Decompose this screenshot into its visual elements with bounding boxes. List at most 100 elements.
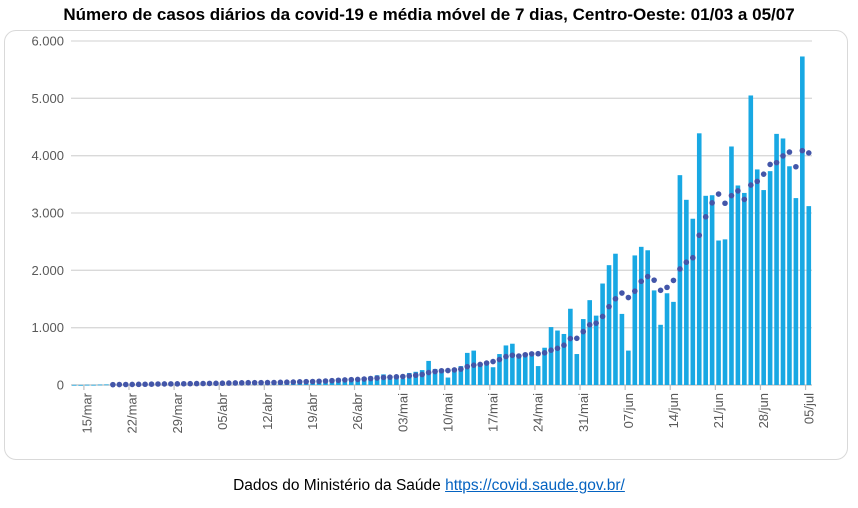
- daily-cases-bar: [458, 366, 464, 385]
- moving-average-dot: [702, 214, 709, 220]
- moving-average-dot: [580, 328, 587, 335]
- daily-cases-bar: [754, 169, 760, 385]
- page-title: Número de casos diários da covid-19 e mé…: [63, 5, 795, 24]
- moving-average-dot: [264, 379, 271, 386]
- daily-cases-bar: [580, 319, 586, 385]
- daily-cases-bar: [91, 384, 96, 386]
- daily-cases-bar: [522, 355, 528, 385]
- daily-cases-bar: [542, 347, 547, 385]
- daily-cases-bar: [632, 255, 638, 385]
- moving-average-dot: [193, 380, 200, 387]
- moving-average-dot: [496, 356, 503, 363]
- daily-cases-bar: [355, 380, 361, 385]
- x-axis-label: 12/abr: [260, 392, 275, 430]
- data-source-footer: Dados do Ministério da Saúde https://cov…: [0, 477, 858, 495]
- moving-average-dot: [187, 380, 193, 387]
- moving-average-dot: [219, 380, 226, 387]
- daily-cases-bar: [477, 363, 483, 385]
- moving-average-dot: [619, 290, 625, 296]
- moving-average-dot: [599, 313, 606, 320]
- moving-average-dot: [477, 361, 483, 368]
- daily-cases-bar: [561, 333, 567, 385]
- daily-cases-bar: [452, 368, 457, 385]
- moving-average-dot: [425, 369, 432, 376]
- daily-cases-bar: [793, 198, 799, 385]
- daily-cases-bar: [677, 175, 683, 385]
- footer-link[interactable]: https://covid.saude.gov.br/: [445, 477, 625, 494]
- moving-average-dot: [348, 376, 355, 383]
- x-axis-label: 26/abr: [350, 392, 365, 430]
- moving-average-dot: [445, 367, 451, 374]
- moving-average-dot: [367, 375, 374, 382]
- moving-average-dot: [586, 322, 593, 328]
- moving-average-dot: [296, 379, 303, 385]
- daily-cases-bar: [690, 218, 696, 385]
- moving-average-dot: [458, 366, 464, 372]
- moving-average-dot: [638, 278, 645, 285]
- daily-cases-bar: [735, 185, 741, 385]
- moving-average-dot: [683, 259, 690, 266]
- daily-cases-bar: [387, 375, 393, 385]
- moving-average-dot: [709, 200, 715, 206]
- moving-average-dot: [277, 379, 284, 386]
- moving-average-dot: [554, 345, 561, 352]
- daily-cases-bar: [671, 301, 676, 385]
- moving-average-dot: [528, 351, 535, 357]
- moving-average-dot: [303, 378, 309, 385]
- daily-cases-bar: [716, 240, 721, 385]
- daily-cases-bar: [626, 350, 631, 385]
- y-axis-label: 2.000: [31, 263, 64, 278]
- chart-frame: 0 1.000 2.000 3.000 4.000 5.000 6.000 15/mar 22/…: [4, 30, 848, 460]
- y-axis-label: 0: [57, 378, 64, 393]
- daily-cases-bar: [535, 366, 541, 385]
- daily-cases-bar: [503, 345, 509, 385]
- moving-average-dot: [728, 192, 735, 199]
- daily-cases-bar: [800, 56, 805, 385]
- moving-average-dot: [670, 277, 677, 284]
- moving-average-dot: [309, 378, 316, 385]
- daily-cases-bar: [806, 206, 812, 385]
- daily-cases-bar: [767, 171, 773, 385]
- moving-average-dot: [142, 381, 148, 388]
- moving-average-dot: [316, 378, 322, 385]
- x-axis-label: 03/mai: [395, 393, 410, 432]
- moving-average-dot: [651, 277, 657, 283]
- daily-cases-bar: [548, 327, 554, 385]
- daily-cases-bar: [419, 370, 425, 385]
- moving-average-dot: [251, 379, 258, 386]
- y-axis-label: 5.000: [31, 91, 64, 106]
- daily-cases-bar: [774, 133, 779, 385]
- moving-average-dot: [200, 380, 206, 387]
- daily-cases-bar: [703, 195, 708, 385]
- y-axis-label: 6.000: [31, 34, 64, 49]
- daily-cases-bar: [742, 192, 747, 385]
- moving-average-dot: [690, 254, 696, 261]
- moving-average-dot: [541, 350, 548, 356]
- daily-cases-bar: [684, 199, 689, 385]
- moving-average-dot: [548, 347, 554, 353]
- y-axis-label: 1.000: [31, 320, 64, 335]
- x-axis-label: 19/abr: [305, 392, 320, 430]
- daily-cases-bar: [587, 300, 592, 385]
- moving-average-dot: [625, 294, 632, 301]
- moving-average-dot: [470, 362, 477, 368]
- moving-average-dot: [780, 153, 786, 159]
- moving-average-dot: [322, 378, 329, 384]
- moving-average-dot: [606, 303, 612, 310]
- moving-average-dot: [393, 374, 400, 380]
- moving-average-dot: [400, 373, 406, 380]
- moving-average-dot: [535, 350, 541, 357]
- moving-average-dot: [632, 288, 638, 294]
- daily-cases-bar: [729, 146, 734, 385]
- x-axis-label: 28/jun: [756, 393, 771, 428]
- daily-cases-bar: [748, 95, 754, 385]
- moving-average-dot: [180, 380, 187, 387]
- daily-cases-bar: [606, 265, 612, 385]
- moving-average-dot: [567, 335, 574, 342]
- moving-average-dot: [503, 353, 509, 360]
- daily-cases-bar: [529, 355, 535, 385]
- moving-average-dot: [773, 159, 780, 166]
- daily-cases-bar: [761, 190, 766, 385]
- moving-average-dot: [213, 380, 219, 387]
- footer-text: Dados do Ministério da Saúde: [233, 477, 446, 494]
